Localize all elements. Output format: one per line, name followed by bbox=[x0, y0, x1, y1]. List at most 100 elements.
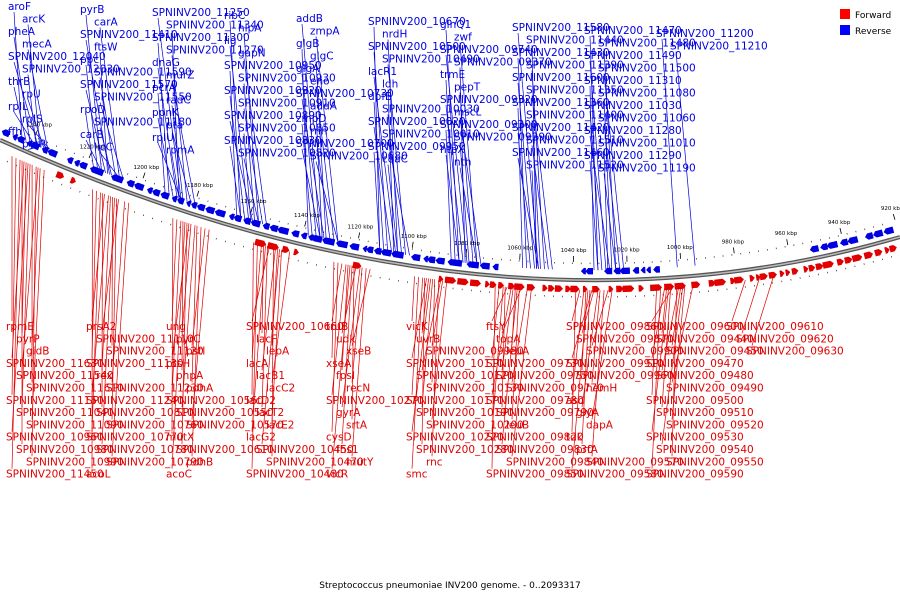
forward-gene-label: SPNINV200_09630 bbox=[746, 346, 844, 358]
forward-gene-arrow bbox=[293, 248, 299, 256]
leader-line bbox=[261, 249, 280, 445]
forward-gene-label: acoC bbox=[166, 469, 192, 481]
leader-line bbox=[157, 67, 178, 199]
reverse-gene-label: rpoD bbox=[80, 104, 106, 116]
reverse-gene-label: ppc bbox=[80, 54, 99, 66]
tick-label: 1240 kbp bbox=[26, 123, 52, 129]
forward-gene-arrow bbox=[785, 269, 791, 276]
leader-line bbox=[351, 267, 363, 383]
reverse-gene-label: SPNINV200_11290 bbox=[584, 150, 682, 162]
reverse-gene-label: ppnK bbox=[152, 107, 180, 119]
leader-line bbox=[171, 30, 180, 200]
forward-gene-label: SPNINV200_09590 bbox=[646, 469, 744, 481]
reverse-gene-label: zmpA bbox=[310, 26, 340, 38]
reverse-gene-arrow bbox=[243, 217, 252, 225]
forward-gene-label: cysD bbox=[326, 432, 352, 444]
forward-gene-arrow bbox=[352, 261, 362, 269]
leader-line bbox=[459, 42, 478, 265]
minor-tick bbox=[46, 141, 49, 144]
reverse-gene-label: ribC bbox=[224, 10, 245, 22]
leader-line bbox=[111, 202, 129, 457]
reverse-gene-label: SPNINV200_11200 bbox=[656, 28, 754, 40]
forward-gene-label: SPNINV200_11450 bbox=[6, 469, 104, 481]
reverse-gene-arrow bbox=[214, 209, 227, 218]
forward-gene-label: SPNINV200_11240 bbox=[86, 395, 184, 407]
scale-ticks: 1240 kbp 1220 kbp 1200 kbp 1180 kbp 1160 kbp… bbox=[6, 123, 900, 298]
minor-tick bbox=[88, 194, 90, 197]
reverse-gene-label: SPNINV200_11490 bbox=[584, 50, 682, 62]
forward-gene-label: SPNINV200_09790 bbox=[496, 407, 594, 419]
minor-tick bbox=[145, 179, 147, 182]
reverse-gene-label: SPNINV200_09950 bbox=[368, 141, 466, 153]
forward-gene-label: prfA bbox=[576, 444, 599, 456]
forward-gene-arrow bbox=[457, 278, 469, 286]
forward-gene-label: hemH bbox=[586, 383, 617, 395]
reverse-gene-label: addB bbox=[296, 13, 323, 25]
leader-line bbox=[13, 86, 27, 141]
reverse-gene-label: SPNINV200_11210 bbox=[670, 41, 768, 53]
leader-line bbox=[581, 290, 587, 371]
forward-gene-arrow bbox=[808, 264, 816, 272]
forward-gene-label: mutY bbox=[346, 456, 374, 468]
reverse-gene-arrow bbox=[233, 214, 243, 223]
tick-label: 1180 kbp bbox=[187, 183, 213, 189]
reverse-gene-label: SPNINV200_11190 bbox=[598, 163, 696, 175]
forward-gene-label: lacC2 bbox=[266, 383, 295, 395]
forward-gene-label: truB bbox=[326, 321, 348, 333]
reverse-gene-label: SPNINV200_11480 bbox=[598, 38, 696, 50]
tick-label: 940 kbp bbox=[828, 220, 851, 226]
forward-gene-arrow bbox=[884, 247, 890, 254]
forward-gene-label: vicK bbox=[406, 321, 429, 333]
forward-gene-label: SPNINV200_09600 bbox=[646, 321, 744, 333]
reverse-gene-arrow bbox=[820, 243, 829, 251]
leader-line bbox=[157, 42, 170, 196]
leader-line bbox=[341, 267, 361, 408]
tick-mark bbox=[465, 248, 468, 255]
leader-line bbox=[251, 242, 254, 395]
leader-line bbox=[99, 127, 112, 176]
reverse-gene-arrow bbox=[619, 267, 630, 275]
forward-gene-label: SPNINV200_10780 bbox=[96, 444, 194, 456]
forward-gene-label: ftsY bbox=[486, 321, 506, 333]
leader-line bbox=[651, 288, 661, 469]
reverse-gene-label: SPNINV200_11390 bbox=[526, 60, 624, 72]
reverse-gene-label: zmpD bbox=[296, 113, 327, 125]
reverse-gene-label: licC bbox=[94, 142, 113, 154]
leader-line bbox=[315, 36, 339, 243]
reverse-gene-arrow bbox=[435, 257, 446, 265]
forward-gene-label: SPNINV200_09620 bbox=[736, 333, 834, 345]
tick-mark bbox=[411, 241, 414, 248]
reverse-gene-label: SPNINV200_10680 bbox=[310, 151, 408, 163]
reverse-gene-label: SPNINV200_10730 bbox=[296, 88, 394, 100]
reverse-gene-label: glgA bbox=[296, 63, 320, 75]
leader-line bbox=[27, 99, 45, 149]
forward-gene-label: tdk bbox=[566, 432, 584, 444]
forward-gene-label: topA bbox=[496, 333, 521, 345]
reverse-gene-label: rpmA bbox=[166, 145, 195, 157]
leader-line bbox=[501, 287, 514, 371]
minor-tick bbox=[24, 168, 26, 171]
reverse-gene-label: SPNINV200_11250 bbox=[152, 7, 250, 19]
minor-tick bbox=[55, 145, 57, 147]
reverse-gene-arrow bbox=[311, 234, 323, 243]
reverse-gene-label: SPNINV200_10490 bbox=[382, 54, 480, 66]
leader-line bbox=[421, 277, 425, 445]
reverse-gene-label: mscL bbox=[454, 107, 481, 119]
leader-line bbox=[157, 142, 182, 200]
reverse-gene-arrow bbox=[374, 247, 382, 255]
reverse-gene-label: carA bbox=[94, 17, 119, 29]
tick-mark bbox=[839, 227, 842, 234]
reverse-gene-arrow bbox=[250, 219, 261, 228]
reverse-gene-arrow bbox=[427, 256, 436, 264]
minor-tick bbox=[20, 130, 22, 132]
forward-gene-label: SPNINV200_10990 bbox=[26, 456, 124, 468]
forward-gene-label: SPNINV200_11120 bbox=[106, 346, 204, 358]
forward-gene-label: SPNINV200_09450 bbox=[666, 346, 764, 358]
reverse-legend-label: Reverse bbox=[855, 27, 892, 37]
forward-legend-swatch bbox=[840, 9, 850, 19]
leader-line bbox=[85, 89, 106, 174]
tick-label: 920 kbp bbox=[881, 206, 900, 212]
reverse-gene-label: pyrB bbox=[80, 4, 104, 16]
reverse-gene-arrow bbox=[640, 266, 646, 274]
leader-line bbox=[243, 58, 267, 226]
